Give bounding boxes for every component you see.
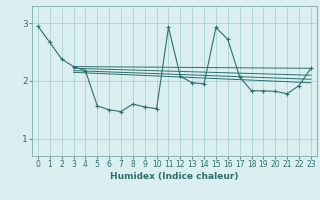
X-axis label: Humidex (Indice chaleur): Humidex (Indice chaleur) (110, 172, 239, 181)
